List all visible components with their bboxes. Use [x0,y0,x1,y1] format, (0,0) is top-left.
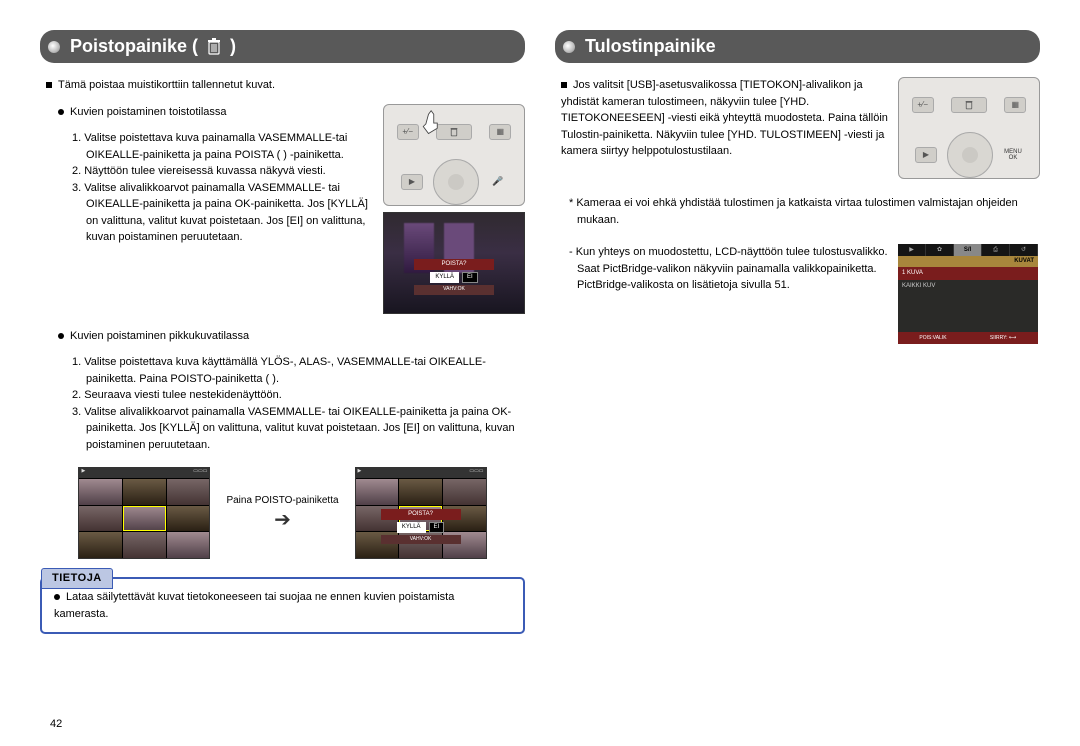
thumb-grid-icon: ▦ [489,124,511,140]
thumb-grid-icon: ▦ [1004,97,1026,113]
printer-tab-0: ▶ [898,244,926,256]
printer-tab-4: ↺ [1010,244,1038,256]
right-title: Tulostinpainike [585,36,716,57]
lcd-thumbnails-before: ▶▭▭▭ [78,467,210,559]
trash-icon [206,38,222,56]
delete-button-icon [951,97,987,113]
arrow-icon: ➔ [274,509,291,531]
printer-foot-right: SIIRRY: ⟷ [968,332,1038,344]
plus-minus-icon: +⁄− [397,124,419,140]
dialog-no: EI [462,272,478,283]
left-intro: Tämä poistaa muistikorttiin tallennetut … [46,77,525,94]
asterisk-note: * Kameraa ei voi ehkä yhdistää tulostime… [569,195,1040,228]
printer-foot-left: POIS:VALIK [898,332,968,344]
page-number: 42 [50,718,62,730]
dpad-icon [433,159,479,205]
section-b-step1: 1. Valitse poistettava kuva käyttämällä … [72,354,525,387]
left-title: Poistopainike ( [70,36,198,57]
camera-controls-illustration: +⁄− ▦ ▶ 🎤 [383,104,525,206]
mic-icon: 🎤 [489,175,507,189]
thumbnail-row: ▶▭▭▭ Paina POISTO-painiketta ➔ ▶▭▭▭ [40,467,525,559]
printer-tab-3: ⎙ [982,244,1010,256]
arrow-label: Paina POISTO-painiketta ➔ [226,494,338,533]
printer-tab-2: S/I [954,244,982,256]
right-section-header: Tulostinpainike [555,30,1040,63]
dialog-yes: KYLLÄ [430,272,459,283]
lcd-delete-dialog: POISTA? KYLLÄ EI VAHV:OK [383,212,525,314]
section-b-step3: 3. Valitse alivalikkoarvot painamalla VA… [72,404,525,454]
left-section-header: Poistopainike ( ) [40,30,525,63]
printer-menu-lcd: ▶ ✿ S/I ⎙ ↺ KUVAT 1 KUVA KAIKKI KUV [898,244,1038,344]
camera-controls-illustration-right: +⁄− ▦ ▶ MENU OK [898,77,1040,179]
dialog-foot: VAHV:OK [414,285,494,295]
lcd-thumbnails-after: ▶▭▭▭ POISTA? KYLLÄ EI VAHV:OK [355,467,487,559]
info-text: Lataa säilytettävät kuvat tietokoneeseen… [54,591,454,620]
info-box: TIETOJA Lataa säilytettävät kuvat tietok… [40,577,525,634]
printer-menu-header: KUVAT [898,256,1038,267]
printer-menu-item-1: KAIKKI KUV [898,280,1038,293]
play-icon: ▶ [915,147,937,163]
section-b-step2: 2. Seuraava viesti tulee nestekidenäyttö… [72,387,525,404]
plus-minus-icon: +⁄− [912,97,934,113]
left-title-suffix: ) [230,36,236,57]
info-tab: TIETOJA [41,568,113,589]
play-icon: ▶ [401,174,423,190]
printer-menu-item-0: 1 KUVA [898,267,1038,280]
dpad-icon [947,132,993,178]
dialog-title: POISTA? [414,259,494,270]
finger-pointer-icon [418,109,446,137]
menu-ok-label: MENU OK [1003,149,1023,161]
printer-tab-1: ✿ [926,244,954,256]
section-b-heading: Kuvien poistaminen pikkukuvatilassa [58,328,525,345]
